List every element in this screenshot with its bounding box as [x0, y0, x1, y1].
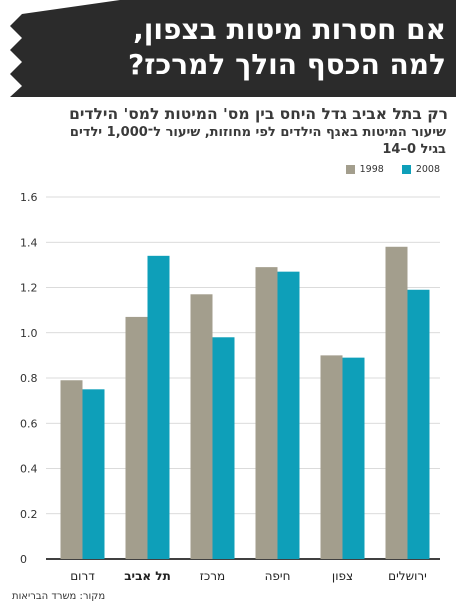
chart-description-line1: שיעור המיטות באגף הילדים לפי מחוזות, שיע…	[69, 125, 446, 140]
page-title-line1: אם חסרות מיטות בצפון,	[133, 13, 446, 46]
legend-swatch-2008	[401, 165, 411, 174]
bar-2008-1	[147, 255, 170, 559]
chart-subtitle: רק בתל אביב גדל היחס בין מס' המיטות למס'…	[69, 105, 448, 123]
y-tick-label: 1.0	[20, 327, 38, 340]
source-note: מקור: משרד הבריאות	[12, 591, 106, 602]
x-category-label: מרכז	[200, 569, 225, 583]
x-category-label: ירושלים	[388, 569, 427, 583]
legend-label-1998: 1998	[359, 164, 384, 175]
bar-1998-2	[190, 294, 213, 559]
bar-1998-5	[385, 246, 408, 559]
x-category-label: דרום	[70, 569, 95, 583]
x-category-label: חיפה	[265, 569, 291, 583]
chart-description-line2: בגיל 0–14	[382, 142, 446, 157]
y-tick-label: 1.4	[20, 236, 38, 249]
y-tick-label: 1.6	[20, 191, 38, 204]
x-category-label: צפון	[332, 569, 353, 583]
bar-1998-4	[320, 355, 343, 559]
bar-1998-3	[255, 267, 278, 559]
legend-swatch-1998	[345, 165, 355, 174]
title-banner: אם חסרות מיטות בצפון, למה הכסף הולך למרכ…	[10, 0, 456, 97]
bar-2008-3	[277, 271, 300, 559]
banner-background	[10, 0, 456, 97]
bar-2008-4	[342, 357, 365, 559]
y-tick-label: 0.6	[20, 417, 38, 430]
y-tick-label: 0.2	[20, 508, 38, 521]
x-category-label: תל אביב	[124, 569, 171, 583]
bar-2008-5	[407, 289, 430, 559]
bar-1998-0	[60, 380, 83, 559]
y-tick-label: 0.8	[20, 372, 38, 385]
bar-2008-0	[82, 389, 105, 559]
page-title-line2: למה הכסף הולך למרכז?	[127, 48, 446, 81]
bar-2008-2	[212, 337, 235, 559]
chart-legend: 1998 2008	[345, 164, 440, 175]
y-tick-label: 0	[20, 553, 27, 566]
bar-1998-1	[125, 316, 148, 559]
y-tick-label: 0.4	[20, 463, 38, 476]
legend-label-2008: 2008	[415, 164, 440, 175]
y-tick-label: 1.2	[20, 282, 38, 295]
